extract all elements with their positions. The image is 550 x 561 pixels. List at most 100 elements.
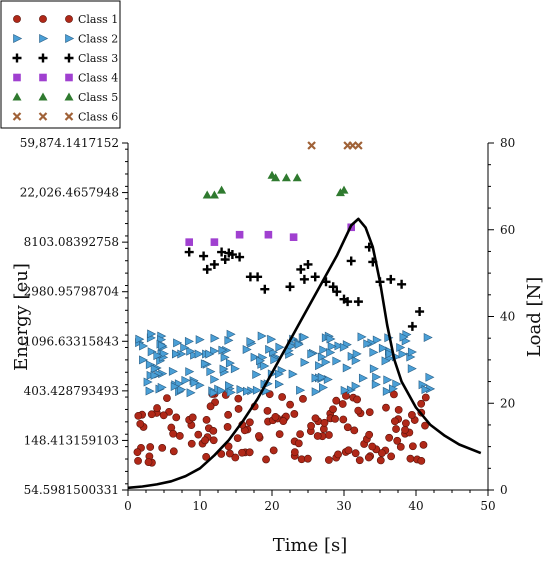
data-point (421, 385, 431, 395)
data-point (205, 349, 215, 359)
data-point (385, 433, 394, 442)
data-point (281, 173, 291, 182)
data-point (238, 448, 246, 457)
data-point (318, 382, 328, 392)
data-point (292, 173, 302, 182)
data-point (324, 456, 333, 464)
data-point (313, 432, 322, 440)
data-point (369, 347, 379, 357)
data-point (394, 405, 403, 414)
x-tick-label: 40 (408, 499, 423, 513)
data-point (311, 387, 321, 397)
data-point (171, 349, 181, 359)
legend-marker (39, 73, 47, 82)
data-point (217, 185, 227, 194)
data-point (200, 359, 210, 369)
x-tick-label: 10 (192, 499, 207, 513)
data-point (133, 448, 142, 457)
y-left-axis-title: Energy [eu] (11, 263, 32, 371)
legend-marker (65, 73, 73, 82)
data-point (396, 343, 406, 353)
data-point (145, 386, 155, 396)
data-point (390, 390, 398, 399)
legend-entry: Class 6 (12, 111, 118, 124)
data-point (163, 394, 171, 402)
data-point (343, 297, 353, 307)
data-point (275, 342, 285, 352)
series-5 (202, 170, 349, 199)
legend-marker (64, 92, 74, 101)
data-point (210, 238, 219, 246)
data-point (245, 418, 254, 427)
axes: 0 10 20 30 40 50 59,874.1417152 22,026.4657948 8… (20, 136, 516, 513)
data-point (235, 252, 245, 262)
data-point (334, 450, 342, 459)
data-point (332, 396, 341, 405)
data-point (372, 335, 382, 345)
data-point (300, 357, 310, 367)
data-point (202, 264, 212, 274)
y-left-tick-label: 403.428793493 (24, 384, 119, 398)
data-point (225, 381, 235, 391)
legend-entry: Class 1 (13, 13, 118, 26)
data-point (231, 453, 240, 462)
data-point (344, 446, 353, 455)
data-point (172, 413, 181, 422)
data-point (307, 422, 315, 430)
data-point (209, 190, 219, 199)
data-point (209, 388, 219, 398)
data-point (242, 386, 252, 396)
data-point (219, 364, 229, 374)
data-point (399, 332, 409, 342)
data-point (352, 349, 362, 359)
data-point (135, 334, 145, 344)
data-point (369, 364, 379, 374)
data-point (275, 379, 284, 389)
data-point (202, 415, 211, 424)
data-point (260, 361, 270, 371)
data-point (202, 452, 211, 461)
data-point (365, 408, 374, 417)
y-left-tick-label: 1096.63315843 (24, 334, 119, 348)
legend-label: Class 4 (78, 72, 118, 85)
data-point (275, 430, 284, 439)
data-point (210, 333, 220, 343)
data-point (398, 349, 408, 359)
y-right-axis-title: Load [N] (524, 277, 545, 358)
data-point (218, 345, 228, 355)
legend-entry: Class 5 (12, 91, 118, 104)
y-left-tick-label: 22,026.4657948 (20, 186, 119, 200)
data-point (279, 417, 288, 425)
data-point (271, 412, 280, 421)
legend-marker (12, 92, 22, 101)
data-point (392, 379, 402, 389)
data-point (288, 369, 298, 379)
legend-box (0, 0, 121, 129)
data-point (201, 436, 209, 445)
data-point (158, 444, 167, 452)
legend-marker (13, 34, 23, 43)
data-point (153, 404, 161, 412)
data-point (153, 351, 163, 361)
data-point (307, 349, 317, 359)
y-left-tick-label: 2980.95798704 (24, 285, 120, 299)
data-point (421, 393, 430, 402)
data-point (270, 355, 280, 365)
data-point (271, 173, 281, 182)
data-point (202, 190, 212, 199)
data-point (392, 425, 400, 433)
data-point (139, 355, 149, 365)
x-tick-label: 30 (336, 499, 351, 513)
data-point (169, 447, 178, 456)
legend-label: Class 6 (78, 111, 118, 124)
data-point (353, 297, 363, 307)
legend-marker (39, 34, 49, 43)
data-point (401, 425, 409, 434)
data-point (226, 387, 236, 397)
data-point (378, 343, 388, 353)
data-point (169, 429, 178, 438)
data-point (170, 382, 180, 392)
data-point (351, 381, 361, 391)
data-point (290, 448, 299, 457)
